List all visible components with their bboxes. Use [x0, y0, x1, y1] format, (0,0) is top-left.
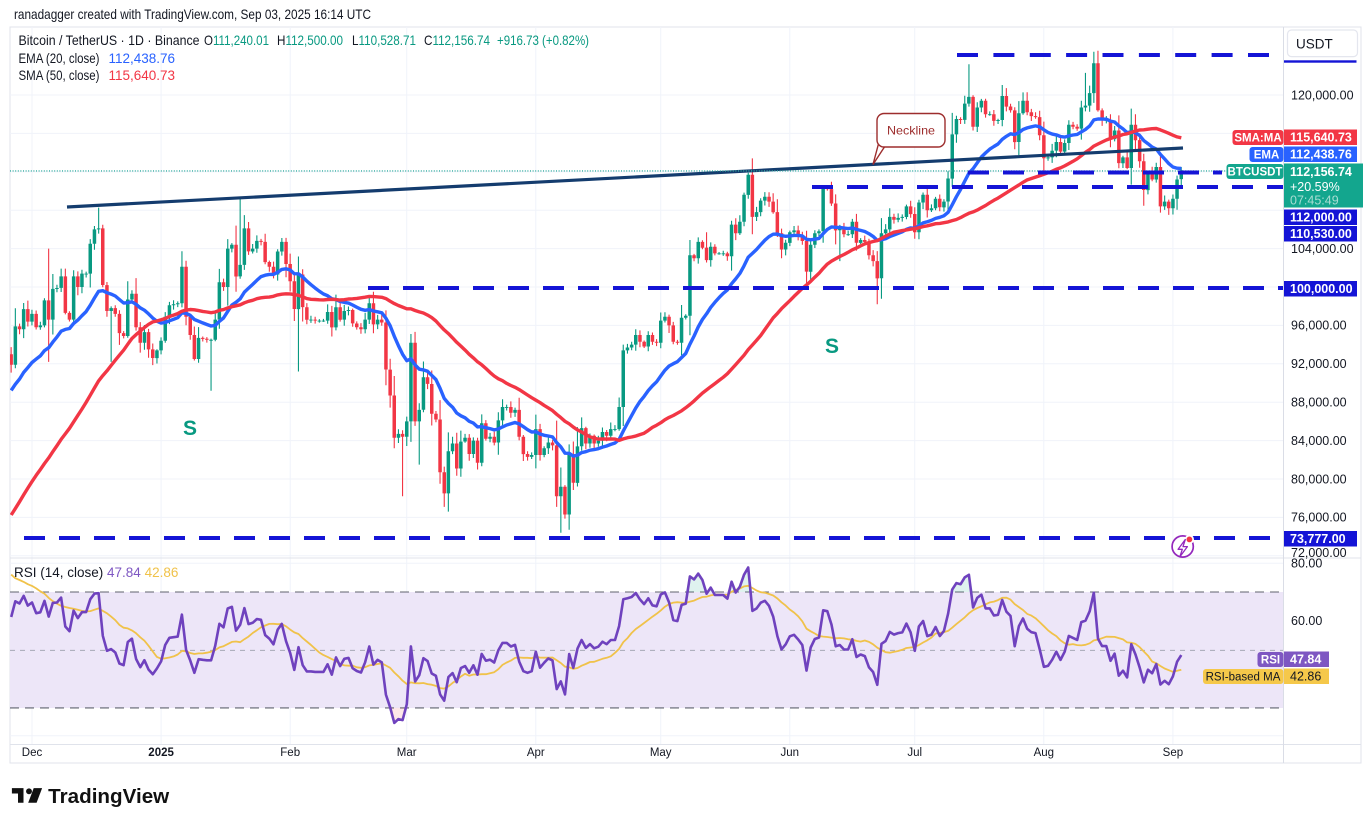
- svg-text:Bitcoin / TetherUS · 1D · Bina: Bitcoin / TetherUS · 1D · Binance: [19, 32, 200, 48]
- svg-text:60.00: 60.00: [1291, 614, 1322, 628]
- svg-text:115,640.73: 115,640.73: [109, 68, 176, 83]
- svg-text:S: S: [825, 335, 839, 358]
- svg-text:SMA (50, close): SMA (50, close): [19, 68, 100, 83]
- svg-text:Aug: Aug: [1034, 747, 1054, 759]
- svg-text:S: S: [183, 417, 197, 440]
- svg-text:SMA:MA: SMA:MA: [1234, 133, 1281, 145]
- svg-text:Jul: Jul: [907, 747, 922, 759]
- svg-text:RSI (14, close) 47.84 42.86: RSI (14, close) 47.84 42.86: [14, 565, 178, 580]
- svg-text:O111,240.01: O111,240.01: [204, 32, 269, 48]
- svg-text:112,438.76: 112,438.76: [1290, 148, 1352, 162]
- svg-text:42.86: 42.86: [1290, 670, 1321, 684]
- svg-text:C112,156.74: C112,156.74: [424, 32, 490, 48]
- svg-text:L110,528.71: L110,528.71: [352, 32, 416, 48]
- svg-text:100,000.00: 100,000.00: [1290, 282, 1353, 296]
- svg-text:Jun: Jun: [781, 747, 800, 759]
- svg-text:Apr: Apr: [527, 747, 545, 759]
- svg-text:RSI-based MA: RSI-based MA: [1206, 672, 1281, 684]
- svg-text:73,777.00: 73,777.00: [1290, 532, 1346, 546]
- svg-text:TradingView: TradingView: [48, 785, 169, 808]
- svg-text:92,000.00: 92,000.00: [1291, 357, 1347, 371]
- svg-text:88,000.00: 88,000.00: [1291, 396, 1347, 410]
- svg-text:72,000.00: 72,000.00: [1291, 546, 1347, 560]
- svg-text:07:45:49: 07:45:49: [1290, 194, 1339, 208]
- svg-text:ranadagger created with Tradin: ranadagger created with TradingView.com,…: [14, 6, 371, 22]
- svg-text:110,530.00: 110,530.00: [1290, 227, 1352, 241]
- svg-text:BTCUSDT: BTCUSDT: [1228, 167, 1283, 179]
- svg-text:Neckline: Neckline: [887, 124, 935, 138]
- svg-text:Dec: Dec: [22, 747, 43, 759]
- svg-text:Feb: Feb: [280, 747, 300, 759]
- svg-text:84,000.00: 84,000.00: [1291, 434, 1347, 448]
- svg-text:96,000.00: 96,000.00: [1291, 319, 1347, 333]
- svg-text:+916.73 (+0.82%): +916.73 (+0.82%): [497, 32, 589, 48]
- svg-text:47.84: 47.84: [1290, 653, 1321, 667]
- svg-text:+20.59%: +20.59%: [1290, 180, 1340, 194]
- svg-text:112,000.00: 112,000.00: [1290, 211, 1352, 225]
- svg-text:2025: 2025: [148, 747, 174, 759]
- svg-text:EMA: EMA: [1254, 150, 1280, 162]
- svg-text:112,156.74: 112,156.74: [1290, 165, 1352, 179]
- svg-text:EMA (20, close): EMA (20, close): [19, 51, 100, 66]
- svg-text:80,000.00: 80,000.00: [1291, 472, 1347, 486]
- svg-text:RSI: RSI: [1261, 655, 1280, 667]
- svg-text:Sep: Sep: [1163, 747, 1183, 759]
- svg-text:Mar: Mar: [397, 747, 417, 759]
- svg-text:80.00: 80.00: [1291, 557, 1322, 571]
- svg-text:May: May: [650, 747, 672, 759]
- svg-text:112,438.76: 112,438.76: [109, 51, 176, 66]
- svg-text:104,000.00: 104,000.00: [1291, 242, 1354, 256]
- svg-text:120,000.00: 120,000.00: [1291, 88, 1354, 102]
- svg-text:76,000.00: 76,000.00: [1291, 511, 1347, 525]
- svg-text:115,640.73: 115,640.73: [1290, 131, 1352, 145]
- svg-text:USDT: USDT: [1296, 36, 1333, 51]
- svg-text:H112,500.00: H112,500.00: [277, 32, 343, 48]
